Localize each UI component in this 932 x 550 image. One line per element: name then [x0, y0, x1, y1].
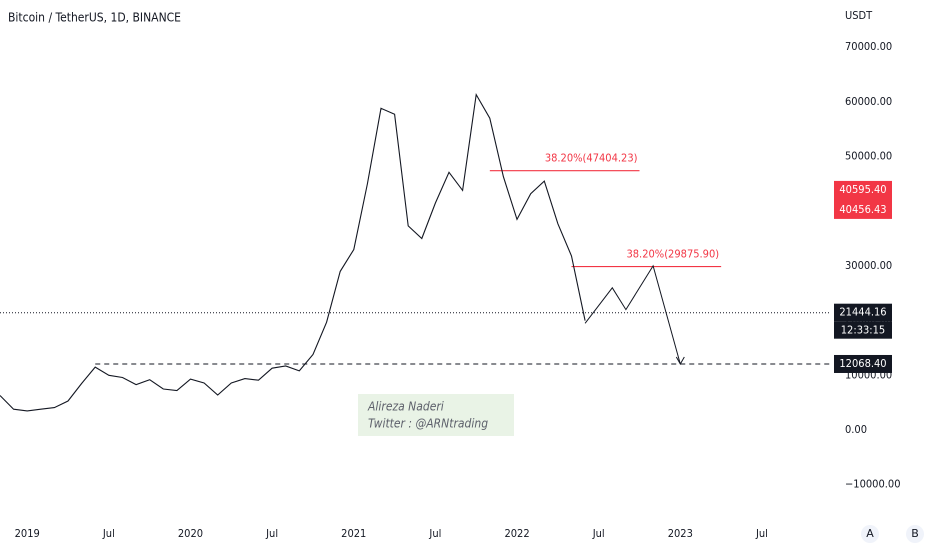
price-box [834, 354, 892, 373]
chart-title: Bitcoin / TetherUS, 1D, BINANCE [8, 11, 181, 25]
price-box [834, 303, 892, 322]
arrow-head [675, 356, 685, 365]
button-label[interactable]: B [911, 527, 919, 540]
level-label: 38.20%(47404.23) [545, 152, 638, 165]
price-box [834, 180, 892, 219]
price-box-label: 21444.16 [839, 306, 886, 319]
x-tick-label: 2019 [15, 527, 40, 540]
watermark-text: Twitter : @ARNtrading [368, 417, 488, 431]
x-tick-label: 2023 [668, 527, 693, 540]
y-tick-label: 60000.00 [845, 95, 892, 108]
x-tick-label: Jul [428, 527, 441, 540]
projection-line [584, 264, 681, 365]
x-tick-label: 2021 [341, 527, 366, 540]
x-tick-label: 2020 [178, 527, 203, 540]
y-tick-label: 70000.00 [845, 40, 892, 53]
y-tick-label: −10000.00 [845, 478, 901, 491]
countdown-label: 12:33:15 [841, 324, 885, 337]
button[interactable] [906, 525, 924, 543]
button[interactable] [861, 525, 879, 543]
watermark-box [358, 394, 514, 436]
x-tick-label: Jul [592, 527, 605, 540]
y-tick-label: 30000.00 [845, 259, 892, 272]
watermark-text: Alireza Naderi [367, 400, 444, 414]
price-box-label: 12068.40 [839, 357, 886, 370]
x-tick-label: Jul [265, 527, 278, 540]
price-box-label: 40595.40 [839, 183, 886, 196]
y-tick-label: 50000.00 [845, 149, 892, 162]
price-box-label: 40456.43 [839, 203, 886, 216]
level-label: 38.20%(29875.90) [626, 248, 719, 261]
x-tick-label: 2022 [504, 527, 529, 540]
countdown-box [834, 321, 892, 339]
price-line [0, 92, 586, 412]
x-tick-label: Jul [755, 527, 768, 540]
axis-unit: USDT [845, 9, 873, 22]
y-tick-label: 0.00 [845, 423, 867, 436]
button-label[interactable]: A [866, 527, 874, 540]
x-tick-label: Jul [102, 527, 115, 540]
